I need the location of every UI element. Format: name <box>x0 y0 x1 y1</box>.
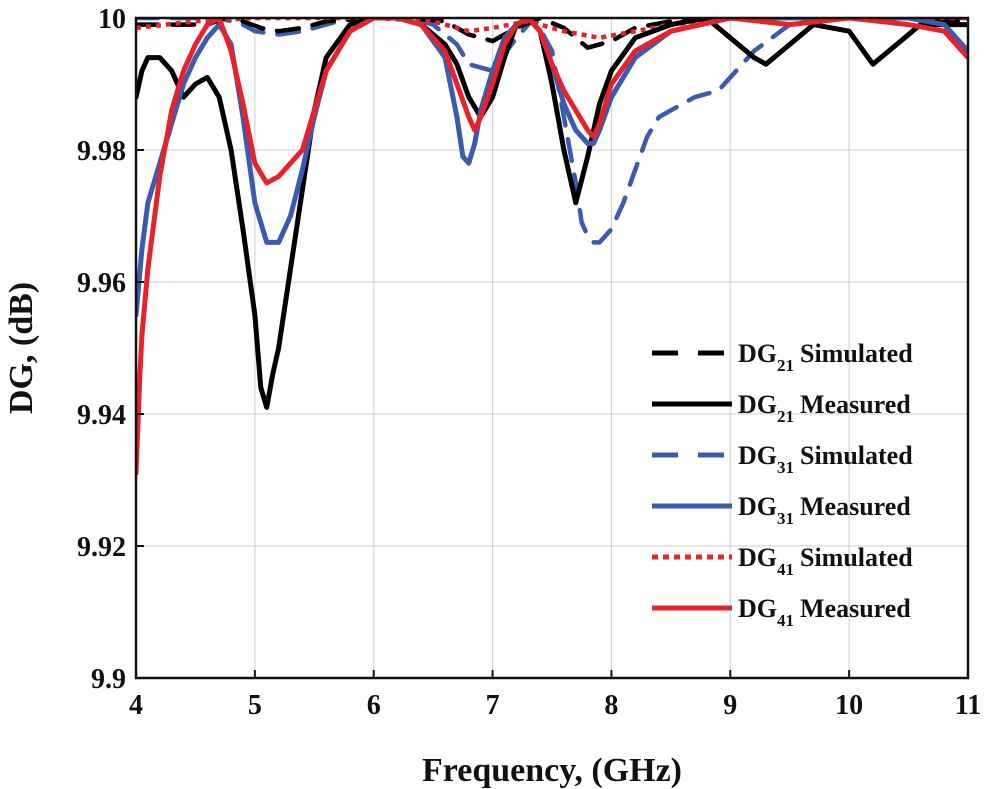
x-tick-label: 8 <box>604 690 618 721</box>
y-axis-ticks: 9.9 9.92 9.94 9.96 9.98 10 <box>77 4 144 695</box>
y-tick-label: 9.94 <box>77 400 126 431</box>
x-tick-label: 6 <box>367 690 381 721</box>
x-tick-label: 4 <box>129 690 143 721</box>
series-layer <box>136 18 968 476</box>
legend-label: DG21 Simulated <box>738 339 913 375</box>
series-line-dg41-simulated <box>136 18 968 41</box>
plot-frame <box>134 16 970 680</box>
y-tick-label: 9.96 <box>77 268 126 299</box>
x-tick-label: 10 <box>835 690 863 721</box>
y-axis-label: DG, (dB) <box>3 282 40 414</box>
legend: DG21 Simulated DG21 Measured DG31 Simulated DG… <box>652 339 913 630</box>
legend-label: DG41 Simulated <box>738 543 913 579</box>
series-line-dg41-measured <box>136 18 968 476</box>
series-line-dg31-measured <box>136 18 968 318</box>
x-tick-label: 9 <box>723 690 737 721</box>
y-tick-label: 9.9 <box>91 664 126 695</box>
y-tick-label: 9.92 <box>77 532 126 563</box>
legend-label: DG21 Measured <box>738 390 911 426</box>
y-tick-label: 10 <box>98 4 126 35</box>
x-axis-ticks: 4 5 6 7 8 9 10 11 <box>129 670 981 721</box>
plot-area <box>136 18 968 476</box>
legend-label: DG31 Simulated <box>738 441 913 477</box>
y-tick-label: 9.98 <box>77 136 126 167</box>
legend-label: DG41 Measured <box>738 594 911 630</box>
x-tick-label: 5 <box>248 690 262 721</box>
x-tick-label: 11 <box>955 690 981 721</box>
series-line-dg21-measured <box>136 18 968 410</box>
x-tick-label: 7 <box>486 690 500 721</box>
x-axis-label: Frequency, (GHz) <box>422 752 682 789</box>
legend-label: DG31 Measured <box>738 492 911 528</box>
series-line-dg31-simulated <box>136 18 968 245</box>
